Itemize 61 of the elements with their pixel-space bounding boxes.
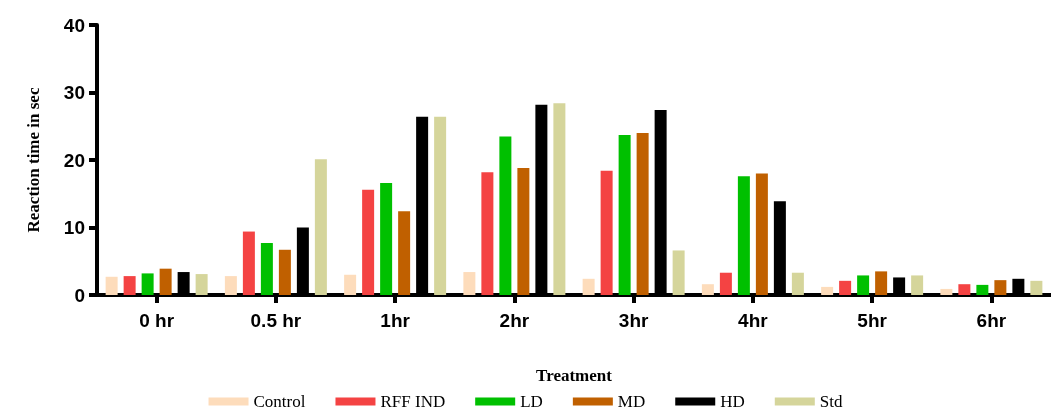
bar [618, 135, 631, 295]
x-tick-label: 6hr [976, 310, 1007, 331]
bar [1030, 280, 1043, 295]
legend-label: HD [720, 392, 745, 411]
bar [242, 231, 255, 295]
bar [737, 176, 750, 295]
bar [481, 172, 494, 295]
bar [499, 136, 512, 295]
x-tick-label: 0 hr [139, 310, 175, 331]
x-axis-title: Treatment [536, 366, 613, 385]
bar [875, 271, 888, 295]
bar [600, 170, 613, 295]
bar [672, 250, 685, 295]
x-tick-label: 4hr [738, 310, 769, 331]
x-tick-label: 5hr [857, 310, 888, 331]
bar [821, 286, 834, 295]
bar [755, 173, 768, 295]
bar [701, 284, 714, 295]
bar [791, 272, 804, 295]
bar [994, 280, 1007, 295]
legend-label: RFF IND [380, 392, 446, 411]
bar [940, 288, 953, 295]
x-tick-label: 0.5 hr [250, 310, 302, 331]
legend-label: MD [617, 392, 646, 411]
bar [362, 189, 375, 295]
bar [463, 272, 476, 295]
bar [839, 280, 852, 295]
bar [344, 274, 357, 295]
legend-label: Std [819, 392, 843, 411]
legend-label: LD [520, 392, 543, 411]
y-tick-label: 20 [63, 149, 85, 171]
bar [224, 276, 237, 295]
bar [958, 284, 971, 295]
x-tick-label: 1hr [380, 310, 411, 331]
bar [582, 278, 595, 295]
bar [553, 103, 566, 295]
x-tick-label: 3hr [618, 310, 650, 331]
bar [857, 275, 870, 295]
bar [159, 268, 172, 295]
bar [517, 168, 530, 295]
bar [911, 275, 924, 295]
x-tick-label: 2hr [499, 310, 530, 331]
y-tick-label: 10 [63, 217, 85, 238]
y-tick-label: 40 [63, 14, 85, 36]
bar [260, 243, 273, 295]
bar [278, 249, 291, 295]
y-axis-title: Reaction time in sec [24, 87, 43, 233]
bar [105, 276, 118, 295]
bar [195, 274, 208, 295]
bar [380, 182, 393, 295]
bar [123, 276, 136, 295]
bar [636, 133, 649, 295]
bar [719, 272, 732, 295]
bar [976, 284, 989, 295]
bar [398, 211, 411, 295]
bar [434, 116, 447, 295]
legend-label: Control [253, 392, 306, 411]
y-tick-label: 30 [63, 82, 85, 103]
bar [314, 159, 327, 295]
y-tick-label: 0 [74, 284, 85, 306]
bar [141, 273, 154, 295]
